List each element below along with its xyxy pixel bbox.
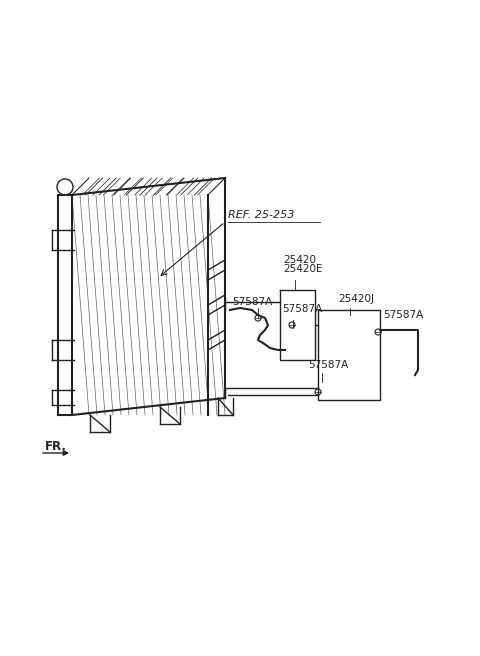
Text: 25420E: 25420E xyxy=(283,264,323,274)
Text: 57587A: 57587A xyxy=(308,360,348,370)
Text: 57587A: 57587A xyxy=(232,297,272,307)
Text: 25420: 25420 xyxy=(283,255,316,265)
Text: REF. 25-253: REF. 25-253 xyxy=(228,210,294,220)
Text: FR.: FR. xyxy=(45,440,67,453)
Text: 57587A: 57587A xyxy=(282,304,322,314)
Text: 57587A: 57587A xyxy=(383,310,423,320)
Text: 25420J: 25420J xyxy=(338,294,374,304)
